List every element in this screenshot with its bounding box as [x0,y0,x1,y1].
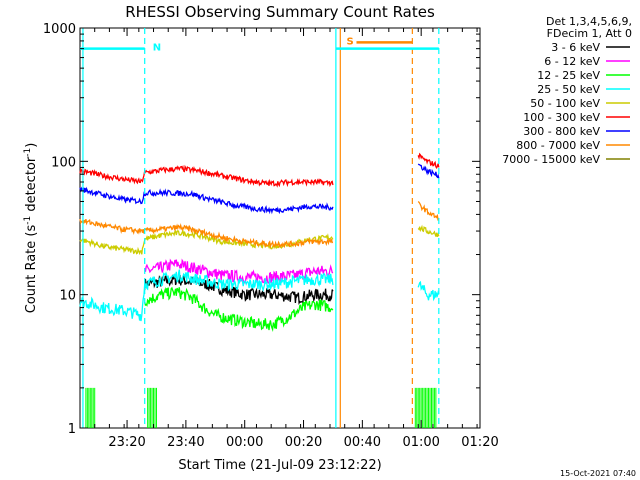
legend-entry: 25 - 50 keV [537,83,600,96]
x-tick-label: 01:20 [461,435,498,450]
y-tick-label: 100 [51,155,76,170]
x-tick-label: 00:00 [226,435,263,450]
flag-label: N [153,43,161,54]
series-25-50-kev-line [79,269,334,322]
series-12-25-kev-line [144,286,334,332]
legend-entry: 3 - 6 keV [551,41,600,54]
axes-layer: 23:20 23:40 00:00 00:20 00:40 01:00 01:20 1 10 10… [43,22,499,450]
series-800-7000-kev-line [79,218,334,249]
annotation-layer: NS [80,28,440,428]
series-300-800-kev-line [79,186,334,215]
y-axis-label-end: ) [24,143,39,148]
series-100-300-kev-line-b [417,152,440,169]
y-tick-label: 1000 [43,22,76,37]
series-50-100-kev-line [79,229,334,256]
legend-entry: 800 - 7000 keV [516,139,600,152]
plot-frame [79,27,481,429]
y-axis-label-main: Count Rate (s [24,225,39,314]
x-tick-label: 00:40 [344,435,381,450]
series-layer [79,152,440,428]
x-tick-label: 23:40 [167,435,204,450]
y-tick-label: 1 [68,422,76,437]
x-tick-label: 23:20 [108,435,145,450]
legend: Det 1,3,4,5,6,9,FDecim 1, Att 03 - 6 keV… [502,15,632,166]
chart-title: RHESSI Observing Summary Count Rates [125,3,435,21]
legend-entry: 300 - 800 keV [523,125,600,138]
legend-entry: 12 - 25 keV [537,69,600,82]
series-25-50-kev-line-b [417,280,440,302]
series-50-100-kev-line-b [417,224,440,237]
series-800-7000-kev-line-b [417,201,440,221]
series-300-800-kev-line-b [417,163,440,179]
y-axis-label-sup2: -1 [23,148,33,157]
series-3-6-kev-line [144,274,334,305]
y-axis-label-sup1: -1 [23,216,33,225]
x-tick-label: 00:20 [285,435,322,450]
y-axis-label: Count Rate (s-1 detector-1) [23,143,39,314]
legend-entry: 100 - 300 keV [523,111,600,124]
legend-entry: 7000 - 15000 keV [502,153,600,166]
legend-header: Det 1,3,4,5,6,9, [546,15,632,28]
flag-label: S [346,36,353,47]
legend-entry: 50 - 100 keV [530,97,600,110]
y-tick-label: 10 [59,289,76,304]
series-100-300-kev-line [79,164,334,188]
x-axis-label: Start Time (21-Jul-09 23:12:22) [178,458,381,473]
timestamp: 15-Oct-2021 07:40 [560,469,636,478]
legend-entry: 6 - 12 keV [544,55,600,68]
y-axis-label-mid: detector [24,156,39,216]
legend-header: FDecim 1, Att 0 [547,27,632,40]
x-tick-label: 01:00 [402,435,439,450]
